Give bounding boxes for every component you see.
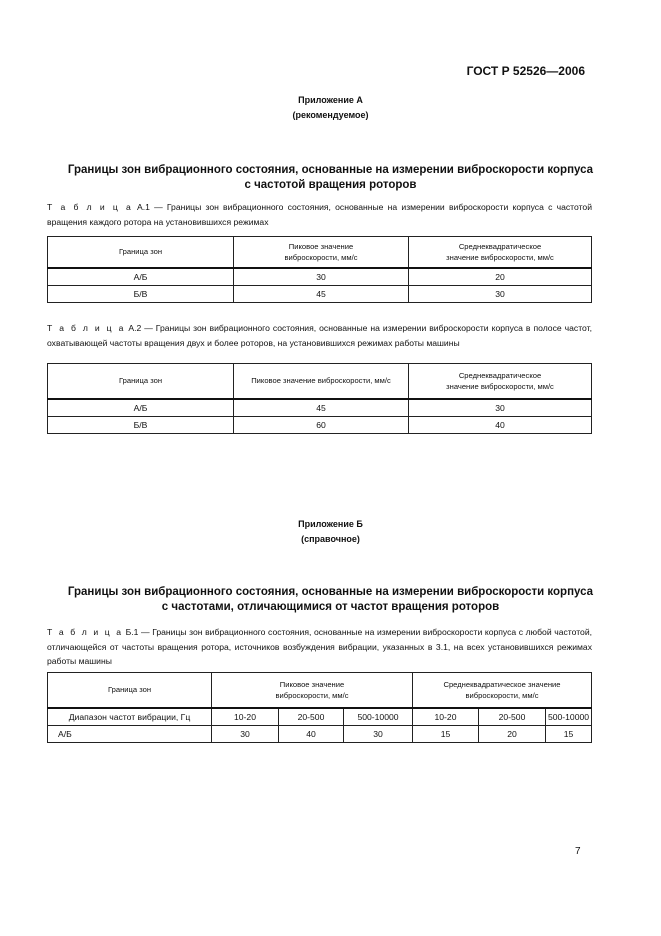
caption-text: А.2 — Границы зон вибрационного состояни…: [47, 323, 592, 348]
header-cell: Среднеквадратическое значение виброскоро…: [412, 672, 592, 708]
table-a1-caption: Т а б л и ц а А.1 — Границы зон вибрацио…: [47, 200, 592, 229]
header-cell: Пиковое значение виброскорости, мм/с: [211, 672, 413, 708]
header-cell: Пиковое значение виброскорости, мм/с: [233, 363, 409, 399]
header-cell: Граница зон: [47, 672, 212, 708]
cell: Б/В: [47, 415, 234, 434]
table-row: Б/В 60 40: [47, 415, 592, 434]
table-b1-caption: Т а б л и ц а Б.1 — Границы зон вибрацио…: [47, 625, 592, 669]
cell: 20: [478, 724, 546, 743]
cell: А/Б: [47, 724, 212, 743]
cell: 20-500: [278, 707, 344, 726]
table-a1: Граница зон Пиковое значение виброскорос…: [47, 236, 592, 303]
frequency-range-row: Диапазон частот вибрации, Гц 10-20 20-50…: [47, 707, 592, 726]
table-a2: Граница зон Пиковое значение виброскорос…: [47, 363, 592, 434]
caption-prefix: Т а б л и ц а: [47, 323, 126, 333]
table-b1: Граница зон Пиковое значение виброскорос…: [47, 672, 592, 743]
cell: 10-20: [412, 707, 479, 726]
caption-prefix: Т а б л и ц а: [47, 627, 124, 637]
table-a2-caption: Т а б л и ц а А.2 — Границы зон вибрацио…: [47, 321, 592, 350]
cell: 30: [211, 724, 279, 743]
appendix-b-title-line2: с частотами, отличающимися от частот вра…: [161, 601, 500, 613]
appendix-b-label: Приложение Б: [298, 519, 363, 529]
document-code: ГОСТ Р 52526—2006: [466, 64, 585, 78]
cell: Диапазон частот вибрации, Гц: [47, 707, 212, 726]
cell: 40: [408, 415, 592, 434]
appendix-b-title-line1: Границы зон вибрационного состояния, осн…: [67, 586, 594, 598]
cell: 15: [545, 724, 592, 743]
cell: 30: [408, 398, 592, 417]
cell: 10-20: [211, 707, 279, 726]
cell: 45: [233, 398, 409, 417]
header-cell: Среднеквадратическое значение виброскоро…: [408, 236, 592, 268]
cell: 500-10000: [343, 707, 413, 726]
table-header-row: Граница зон Пиковое значение виброскорос…: [47, 236, 592, 268]
header-cell: Пиковое значение виброскорости, мм/с: [233, 236, 409, 268]
caption-prefix: Т а б л и ц а: [47, 202, 133, 212]
appendix-a-label: Приложение А: [298, 95, 363, 105]
appendix-a-title-line2: с частотой вращения роторов: [244, 179, 417, 191]
appendix-a-title-line1: Границы зон вибрационного состояния, осн…: [67, 164, 594, 176]
page-number: 7: [575, 846, 581, 857]
cell: 60: [233, 415, 409, 434]
table-row: А/Б 45 30: [47, 398, 592, 417]
cell: Б/В: [47, 284, 234, 303]
cell: 30: [408, 284, 592, 303]
table-row: Б/В 45 30: [47, 284, 592, 303]
header-cell: Граница зон: [47, 236, 234, 268]
header-cell: Граница зон: [47, 363, 234, 399]
table-header-row: Граница зон Пиковое значение виброскорос…: [47, 363, 592, 399]
cell: А/Б: [47, 398, 234, 417]
appendix-b-status: (справочное): [301, 534, 360, 544]
table-header-row: Граница зон Пиковое значение виброскорос…: [47, 672, 592, 708]
cell: 30: [343, 724, 413, 743]
cell: А/Б: [47, 267, 234, 286]
table-row: А/Б 30 40 30 15 20 15: [47, 724, 592, 743]
caption-text: Б.1 — Границы зон вибрационного состояни…: [47, 627, 593, 666]
cell: 20-500: [478, 707, 546, 726]
caption-text: А.1 — Границы зон вибрационного состояни…: [47, 202, 593, 227]
cell: 15: [412, 724, 479, 743]
cell: 40: [278, 724, 344, 743]
cell: 30: [233, 267, 409, 286]
table-row: А/Б 30 20: [47, 267, 592, 286]
header-cell: Среднеквадратическое значение виброскоро…: [408, 363, 592, 399]
appendix-a-status: (рекомендуемое): [292, 110, 369, 120]
cell: 45: [233, 284, 409, 303]
cell: 500-10000: [545, 707, 592, 726]
cell: 20: [408, 267, 592, 286]
